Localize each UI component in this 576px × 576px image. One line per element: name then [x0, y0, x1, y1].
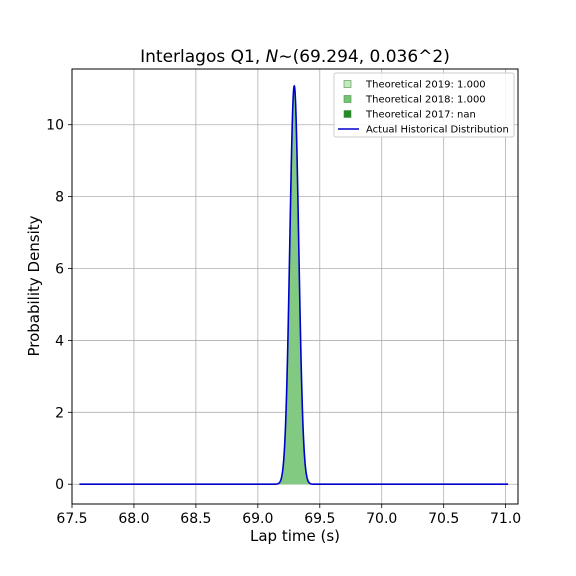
legend-swatch-1: [344, 96, 351, 103]
chart-title-suffix: ∼(69.294, 0.036^2): [278, 47, 450, 67]
legend-label-0: Theoretical 2019: 1.000: [365, 80, 486, 91]
x-tick-label: 69.5: [304, 511, 335, 527]
y-tick-label: 6: [55, 262, 64, 278]
legend-label-1: Theoretical 2018: 1.000: [365, 95, 486, 106]
x-tick-label: 70.5: [428, 511, 459, 527]
x-tick-label: 68.5: [180, 511, 211, 527]
y-axis-label: Probability Density: [25, 215, 43, 356]
y-tick-label: 0: [55, 477, 64, 493]
legend: Theoretical 2019: 1.000 Theoretical 2018:…: [334, 73, 514, 137]
x-tick-label: 69.0: [242, 511, 273, 527]
legend-swatch-0: [344, 81, 351, 88]
x-axis-label: Lap time (s): [250, 527, 340, 545]
y-tick-label: 10: [46, 118, 64, 134]
x-tick-label: 68.0: [118, 511, 149, 527]
chart-title-symbol: N: [266, 47, 279, 67]
y-tick-label: 4: [55, 333, 64, 349]
chart-title: Interlagos Q1, N∼(69.294, 0.036^2): [140, 47, 450, 67]
y-tick-label: 2: [55, 405, 64, 421]
legend-label-3: Actual Historical Distribution: [366, 125, 509, 136]
x-tick-label: 67.5: [56, 511, 87, 527]
x-tick-label: 71.0: [490, 511, 521, 527]
y-tick-label: 8: [55, 190, 64, 206]
legend-swatch-2: [344, 111, 351, 118]
legend-label-2: Theoretical 2017: nan: [365, 110, 476, 121]
chart-title-prefix: Interlagos Q1,: [140, 47, 266, 67]
x-tick-label: 70.0: [366, 511, 397, 527]
